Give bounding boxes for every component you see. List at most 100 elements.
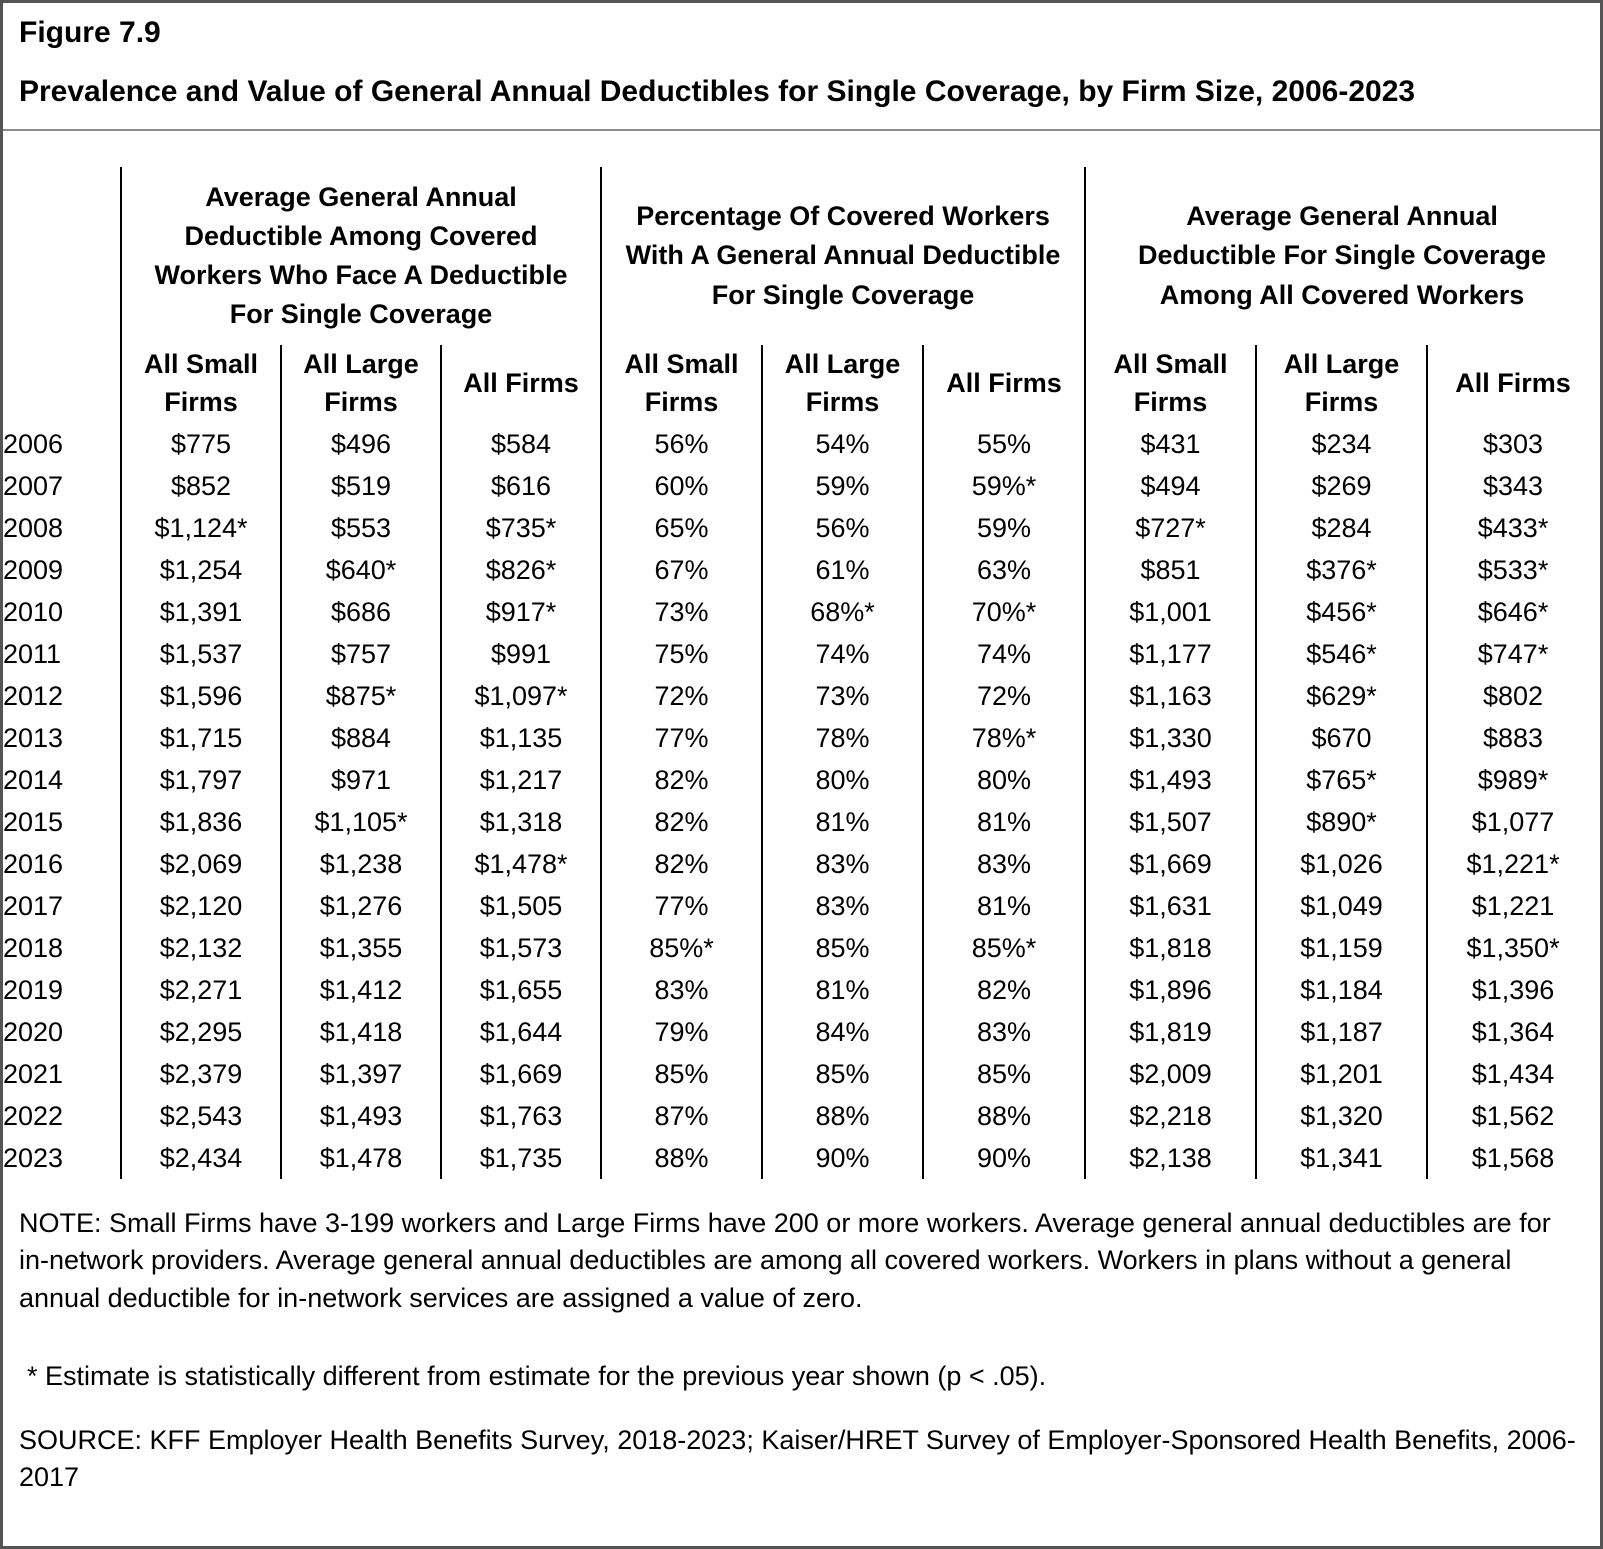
value-cell: $1,669: [1084, 843, 1257, 885]
table-body: 2006 $775 $496 $584 56% 54% 55% $431 $234 $303 200…: [3, 423, 1599, 1179]
value-cell: $883: [1426, 717, 1599, 759]
table-row: 2012 $1,596 $875* $1,097* 72% 73% 72% $1,163 $62…: [3, 675, 1599, 717]
value-cell: $616: [439, 465, 602, 507]
value-cell: $2,218: [1084, 1095, 1257, 1137]
value-cell: $1,105*: [280, 801, 441, 843]
value-cell: 75%: [600, 633, 763, 675]
value-cell: $1,254: [120, 549, 281, 591]
value-cell: 56%: [761, 507, 924, 549]
value-cell: $1,819: [1084, 1011, 1257, 1053]
value-cell: 59%: [922, 507, 1086, 549]
column-header: All Small Firms: [600, 345, 763, 423]
value-cell: $1,001: [1084, 591, 1257, 633]
value-cell: 82%: [600, 801, 763, 843]
year-label: 2019: [3, 974, 64, 1005]
value-cell: $1,077: [1426, 801, 1599, 843]
value-cell: 60%: [600, 465, 763, 507]
note-text: NOTE: Small Firms have 3-199 workers and…: [19, 1208, 1551, 1313]
column-header: All Firms: [922, 345, 1086, 423]
value-cell: $1,836: [120, 801, 281, 843]
value-cell: 88%: [761, 1095, 924, 1137]
column-header: All Small Firms: [120, 345, 281, 423]
value-cell: $1,026: [1255, 843, 1428, 885]
value-cell: $989*: [1426, 759, 1599, 801]
value-cell: $1,201: [1255, 1053, 1428, 1095]
value-cell: 83%: [761, 843, 924, 885]
value-cell: $496: [280, 423, 441, 465]
value-cell: 65%: [600, 507, 763, 549]
value-cell: 82%: [600, 843, 763, 885]
value-cell: 85%: [922, 1053, 1086, 1095]
value-cell: $1,669: [439, 1053, 602, 1095]
value-cell: $629*: [1255, 675, 1428, 717]
value-cell: $1,507: [1084, 801, 1257, 843]
value-cell: $1,655: [439, 969, 602, 1011]
value-cell: 85%*: [922, 927, 1086, 969]
value-cell: $303: [1426, 423, 1599, 465]
title-block: Figure 7.9 Prevalence and Value of Gener…: [3, 3, 1600, 131]
value-cell: $269: [1255, 465, 1428, 507]
value-cell: $1,396: [1426, 969, 1599, 1011]
year-label: 2009: [3, 554, 64, 585]
year-label: 2022: [3, 1100, 64, 1131]
value-cell: $991: [439, 633, 602, 675]
year-label: 2021: [3, 1058, 64, 1089]
value-cell: $234: [1255, 423, 1428, 465]
value-cell: $2,120: [120, 885, 281, 927]
year-label: 2017: [3, 890, 64, 921]
value-cell: $747*: [1426, 633, 1599, 675]
value-cell: 88%: [922, 1095, 1086, 1137]
value-cell: $670: [1255, 717, 1428, 759]
sub-header-row: All Small Firms All Large Firms All Firms A…: [3, 345, 1599, 423]
value-cell: $1,355: [280, 927, 441, 969]
value-cell: $1,397: [280, 1053, 441, 1095]
year-label: 2012: [3, 680, 64, 711]
value-cell: 84%: [761, 1011, 924, 1053]
value-cell: 59%*: [922, 465, 1086, 507]
value-cell: 80%: [761, 759, 924, 801]
value-cell: 72%: [600, 675, 763, 717]
column-header: All Firms: [439, 345, 602, 423]
column-header: All Small Firms: [1084, 345, 1257, 423]
value-cell: 70%*: [922, 591, 1086, 633]
value-cell: 81%: [922, 801, 1086, 843]
value-cell: $1,573: [439, 927, 602, 969]
value-cell: 83%: [600, 969, 763, 1011]
year-label: 2018: [3, 932, 64, 963]
value-cell: 83%: [922, 1011, 1086, 1053]
value-cell: 90%: [922, 1137, 1086, 1179]
value-cell: $646*: [1426, 591, 1599, 633]
value-cell: 85%: [761, 927, 924, 969]
value-cell: $1,320: [1255, 1095, 1428, 1137]
value-cell: $1,177: [1084, 633, 1257, 675]
year-label: 2014: [3, 764, 64, 795]
value-cell: $1,763: [439, 1095, 602, 1137]
table-row: 2021 $2,379 $1,397 $1,669 85% 85% 85% $2,009 $1,…: [3, 1053, 1599, 1095]
value-cell: 81%: [761, 801, 924, 843]
year-label: 2010: [3, 596, 64, 627]
value-cell: $431: [1084, 423, 1257, 465]
column-header: All Large Firms: [280, 345, 441, 423]
value-cell: $686: [280, 591, 441, 633]
value-cell: $1,896: [1084, 969, 1257, 1011]
table-row: 2008 $1,124* $553 $735* 65% 56% 59% $727* $284 $4…: [3, 507, 1599, 549]
value-cell: 77%: [600, 885, 763, 927]
value-cell: $765*: [1255, 759, 1428, 801]
value-cell: 73%: [600, 591, 763, 633]
value-cell: 63%: [922, 549, 1086, 591]
value-cell: $1,221: [1426, 885, 1599, 927]
value-cell: 83%: [922, 843, 1086, 885]
column-header: All Firms: [1426, 345, 1599, 423]
year-label: 2016: [3, 848, 64, 879]
value-cell: $1,364: [1426, 1011, 1599, 1053]
value-cell: $1,797: [120, 759, 281, 801]
figure-label: Figure 7.9: [19, 16, 161, 49]
value-cell: $884: [280, 717, 441, 759]
value-cell: $1,341: [1255, 1137, 1428, 1179]
value-cell: $1,238: [280, 843, 441, 885]
value-cell: $376*: [1255, 549, 1428, 591]
year-label: 2023: [3, 1142, 64, 1173]
value-cell: $640*: [280, 549, 441, 591]
value-cell: 67%: [600, 549, 763, 591]
figure-title: Prevalence and Value of General Annual D…: [19, 75, 1416, 108]
